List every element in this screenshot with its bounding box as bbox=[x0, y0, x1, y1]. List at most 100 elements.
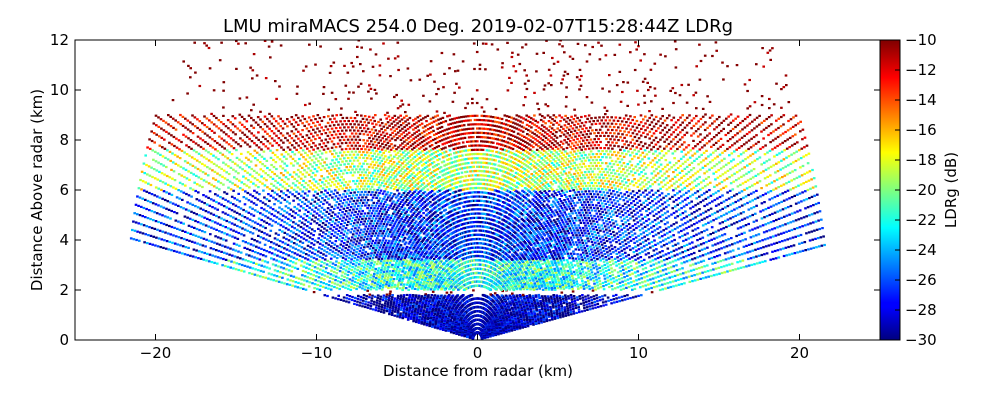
heat-cell bbox=[640, 213, 643, 216]
heat-cell bbox=[526, 261, 529, 264]
heat-cell bbox=[751, 213, 754, 217]
heat-cell bbox=[547, 163, 551, 166]
heat-cell bbox=[636, 257, 640, 260]
heat-cell bbox=[633, 129, 637, 132]
heat-cell bbox=[687, 275, 691, 278]
heat-cell bbox=[683, 282, 686, 285]
heat-cell bbox=[785, 84, 788, 87]
heat-cell bbox=[667, 252, 670, 255]
heat-cell bbox=[692, 268, 696, 271]
heat-cell bbox=[704, 197, 708, 200]
heat-cell bbox=[702, 259, 706, 262]
heat-cell bbox=[722, 259, 725, 262]
heat-cell bbox=[601, 161, 604, 165]
heat-cell bbox=[590, 209, 594, 212]
heat-cell bbox=[580, 265, 583, 268]
heat-cell bbox=[758, 240, 762, 243]
heat-cell bbox=[681, 162, 685, 165]
heat-cell bbox=[530, 222, 533, 225]
heat-cell bbox=[755, 116, 759, 119]
heat-cell bbox=[661, 136, 664, 139]
heat-cell bbox=[548, 190, 551, 193]
heat-cell bbox=[682, 277, 686, 280]
heat-cell bbox=[557, 220, 560, 223]
heat-cell bbox=[566, 243, 569, 246]
heat-cell bbox=[660, 174, 664, 177]
heat-cell bbox=[559, 285, 562, 288]
heat-cell bbox=[592, 246, 596, 249]
heat-cell bbox=[631, 125, 635, 128]
heat-cell bbox=[714, 217, 718, 220]
heat-cell bbox=[635, 133, 639, 136]
heat-cell bbox=[539, 259, 543, 262]
heat-cell bbox=[728, 189, 732, 192]
heat-cell bbox=[775, 241, 779, 244]
heat-cell bbox=[635, 119, 639, 123]
heat-cell bbox=[609, 192, 613, 195]
heat-cell bbox=[685, 124, 689, 127]
heat-cell bbox=[697, 232, 701, 235]
heat-cell bbox=[645, 243, 648, 246]
heat-cell bbox=[532, 199, 536, 202]
heat-cell bbox=[619, 258, 623, 261]
heat-cell bbox=[613, 287, 617, 290]
heat-cell bbox=[652, 225, 656, 228]
heat-cell bbox=[588, 179, 592, 182]
heat-cell bbox=[624, 196, 628, 200]
heat-cell bbox=[603, 147, 606, 150]
heat-cell bbox=[739, 183, 742, 186]
heat-cell bbox=[562, 267, 566, 270]
heat-cell bbox=[567, 182, 571, 185]
heat-cell bbox=[612, 184, 616, 187]
heat-cell bbox=[821, 227, 824, 230]
heat-cell bbox=[551, 318, 554, 321]
heat-cell bbox=[666, 163, 669, 166]
heat-cell bbox=[572, 243, 576, 246]
heat-cell bbox=[610, 281, 613, 284]
heat-cell bbox=[567, 254, 570, 257]
heat-cell bbox=[642, 131, 645, 134]
heat-cell bbox=[631, 180, 634, 183]
heat-cell bbox=[523, 252, 527, 255]
heat-cell bbox=[659, 187, 662, 190]
heat-cell bbox=[608, 249, 612, 252]
heat-cell bbox=[534, 303, 537, 306]
heat-cell bbox=[754, 234, 758, 237]
heat-cell bbox=[537, 237, 541, 240]
heat-cell bbox=[642, 201, 645, 204]
heat-cell bbox=[533, 314, 537, 317]
heat-cell bbox=[551, 279, 554, 282]
heat-cell bbox=[551, 167, 554, 170]
heat-cell bbox=[544, 186, 548, 189]
heat-cell bbox=[577, 185, 581, 188]
heat-cell bbox=[550, 193, 554, 196]
heat-cell bbox=[778, 225, 782, 228]
heat-cell bbox=[536, 281, 539, 284]
heat-cell bbox=[748, 215, 752, 218]
heat-cell bbox=[629, 134, 633, 138]
heat-cell bbox=[601, 246, 605, 249]
heat-cell bbox=[801, 191, 804, 194]
heat-cell bbox=[629, 217, 632, 220]
heat-cell bbox=[799, 250, 802, 253]
heat-cell bbox=[664, 227, 668, 230]
heat-cell bbox=[565, 259, 569, 262]
heat-cell bbox=[694, 245, 698, 248]
heat-cell bbox=[512, 294, 515, 297]
heat-cell bbox=[529, 296, 532, 299]
heat-cell bbox=[616, 209, 620, 212]
heat-cell bbox=[697, 244, 700, 247]
heat-cell bbox=[549, 295, 553, 298]
heat-cell bbox=[562, 170, 566, 173]
heat-cell bbox=[738, 169, 741, 172]
heat-cell bbox=[535, 288, 539, 291]
heat-cell bbox=[787, 164, 790, 167]
heat-cell bbox=[570, 186, 574, 189]
heat-cell bbox=[500, 321, 503, 324]
heat-cell bbox=[559, 237, 563, 240]
heat-cell bbox=[765, 184, 768, 187]
heat-cell bbox=[551, 183, 554, 186]
heat-cell bbox=[547, 268, 550, 271]
heat-cell bbox=[800, 200, 803, 203]
heat-cell bbox=[652, 281, 655, 284]
